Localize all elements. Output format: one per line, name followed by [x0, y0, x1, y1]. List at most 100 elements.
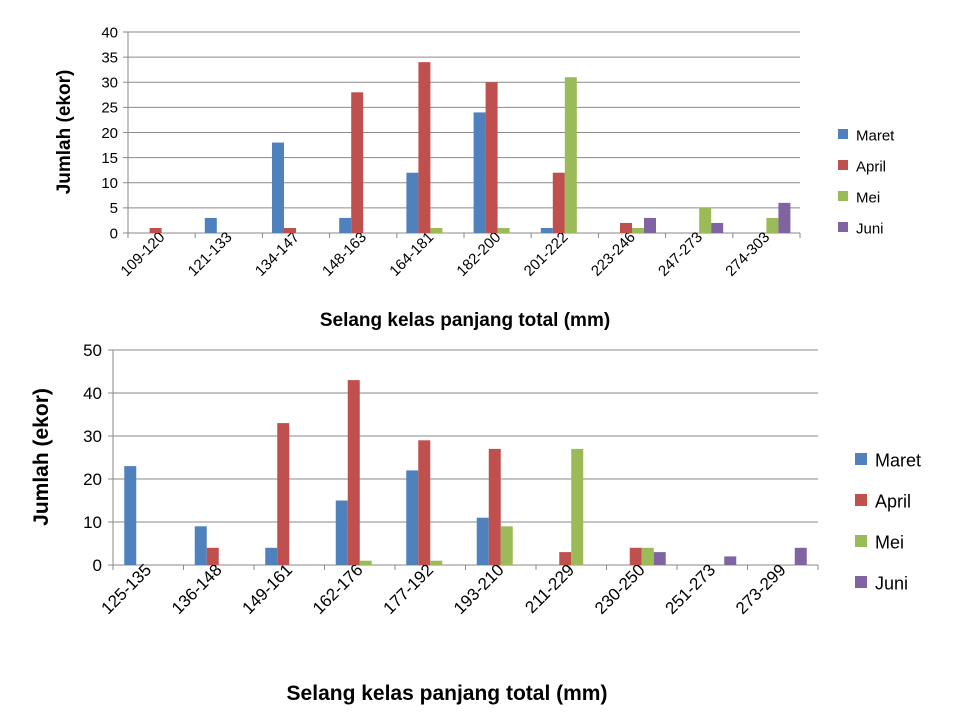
x-tick-label: 273-299: [732, 560, 790, 618]
bar-maret: [272, 142, 284, 233]
bar-april: [351, 92, 364, 233]
bar-maret: [124, 466, 137, 565]
bar-mei: [359, 560, 372, 565]
bar-maret: [194, 526, 207, 565]
bar-maret: [473, 112, 486, 233]
bar-juni: [644, 217, 656, 233]
y-tick-label: 5: [110, 200, 118, 217]
x-tick-label: 177-192: [380, 560, 438, 618]
bar-maret: [339, 217, 352, 233]
y-tick-label: 50: [83, 341, 102, 360]
legend-swatch-mei: [838, 191, 848, 201]
bar-juni: [711, 222, 724, 233]
y-tick-label: 20: [101, 125, 118, 142]
bar-mei: [564, 77, 577, 233]
y-axis-title: Jumlah (ekor): [54, 70, 75, 195]
bar-april: [418, 440, 431, 565]
bar-maret: [335, 500, 348, 565]
bar-mei: [430, 227, 443, 233]
legend-swatch-juni: [855, 576, 867, 588]
top-histogram-chart: 0 5 10 15 20 25 30 35 40 109-120 121-133 134-147 148…: [54, 24, 895, 331]
y-tick-label: 15: [101, 150, 118, 167]
bar-april: [488, 448, 501, 565]
legend-swatch-maret: [855, 453, 867, 465]
bar-april: [485, 82, 498, 233]
bar-juni: [724, 556, 737, 565]
legend-swatch-juni: [838, 222, 848, 232]
bar-april: [418, 62, 431, 234]
y-tick-label: 40: [83, 384, 102, 403]
x-tick-label: 134-147: [252, 229, 303, 280]
bar-maret: [406, 470, 419, 565]
x-tick-label: 164-181: [386, 229, 437, 280]
bar-juni: [794, 547, 807, 565]
bar-april: [206, 547, 219, 565]
x-axis-title: Selang kelas panjang total (mm): [287, 682, 608, 705]
bar-mei: [430, 560, 443, 565]
x-tick-label: 125-135: [98, 560, 156, 618]
bar-maret: [265, 547, 278, 565]
bar-april: [559, 552, 572, 565]
bar-mei: [699, 207, 712, 233]
legend-label-mei: Mei: [856, 190, 880, 207]
bar-mei: [500, 526, 513, 565]
y-tick-label: 0: [110, 225, 118, 242]
legend-label-april: April: [875, 491, 911, 511]
y-tick-label: 10: [83, 513, 102, 532]
x-tick-label: 201-222: [521, 229, 572, 280]
y-tick-label: 20: [83, 470, 102, 489]
bar-maret: [540, 227, 553, 233]
x-tick-label: 109-120: [117, 229, 168, 280]
x-axis-title: Selang kelas panjang total (mm): [320, 310, 610, 331]
x-tick-label: 162-176: [309, 560, 367, 618]
y-tick-label: 25: [101, 100, 118, 117]
bar-april: [284, 227, 296, 233]
bar-juni: [778, 202, 791, 233]
bar-april: [277, 423, 290, 565]
y-axis-title: Jumlah (ekor): [30, 388, 53, 526]
legend-label-maret: Maret: [875, 450, 921, 470]
x-tick-label: 121-133: [185, 229, 236, 280]
y-tick-label: 10: [101, 175, 118, 192]
legend-swatch-april: [855, 494, 867, 506]
bar-maret: [204, 217, 217, 233]
bar-april: [552, 172, 565, 233]
x-tick-label: 223-246: [588, 229, 639, 280]
x-tick-label: 251-273: [662, 560, 720, 618]
y-tick-label: 0: [93, 556, 102, 575]
bar-april: [149, 227, 162, 233]
bar-april: [629, 547, 642, 565]
x-tick-label: 148-163: [319, 229, 370, 280]
legend-swatch-mei: [855, 535, 867, 547]
legend-label-juni: Juni: [875, 573, 908, 593]
y-tick-label: 30: [101, 75, 118, 92]
bar-mei: [571, 448, 584, 565]
x-tick-label: 211-229: [521, 560, 578, 617]
bar-mei: [632, 227, 644, 233]
bar-april: [347, 380, 360, 565]
x-tick-label: 182-200: [453, 229, 504, 280]
y-tick-label: 35: [101, 49, 118, 66]
x-tick-label: 136-148: [168, 560, 226, 618]
y-tick-label: 30: [83, 427, 102, 446]
legend-label-juni: Juni: [856, 221, 884, 238]
bar-maret: [406, 172, 419, 233]
y-tick-label: 40: [101, 24, 118, 41]
legend-label-maret: Maret: [856, 128, 895, 145]
x-tick-label: 230-250: [591, 560, 649, 618]
x-tick-label: 193-210: [450, 560, 508, 618]
bar-mei: [497, 227, 510, 233]
bar-mei: [641, 547, 654, 565]
legend-swatch-maret: [838, 129, 848, 139]
x-tick-label: 247-273: [655, 229, 706, 280]
bar-juni: [653, 552, 666, 565]
legend-label-mei: Mei: [875, 532, 904, 552]
bar-april: [620, 222, 632, 233]
legend-swatch-april: [838, 160, 848, 170]
bar-maret: [476, 517, 489, 565]
legend-label-april: April: [856, 159, 886, 176]
x-tick-label: 149-161: [239, 560, 297, 618]
x-tick-label: 274-303: [722, 229, 773, 280]
